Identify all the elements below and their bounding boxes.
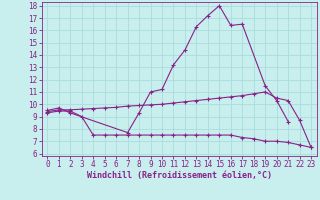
X-axis label: Windchill (Refroidissement éolien,°C): Windchill (Refroidissement éolien,°C) bbox=[87, 171, 272, 180]
